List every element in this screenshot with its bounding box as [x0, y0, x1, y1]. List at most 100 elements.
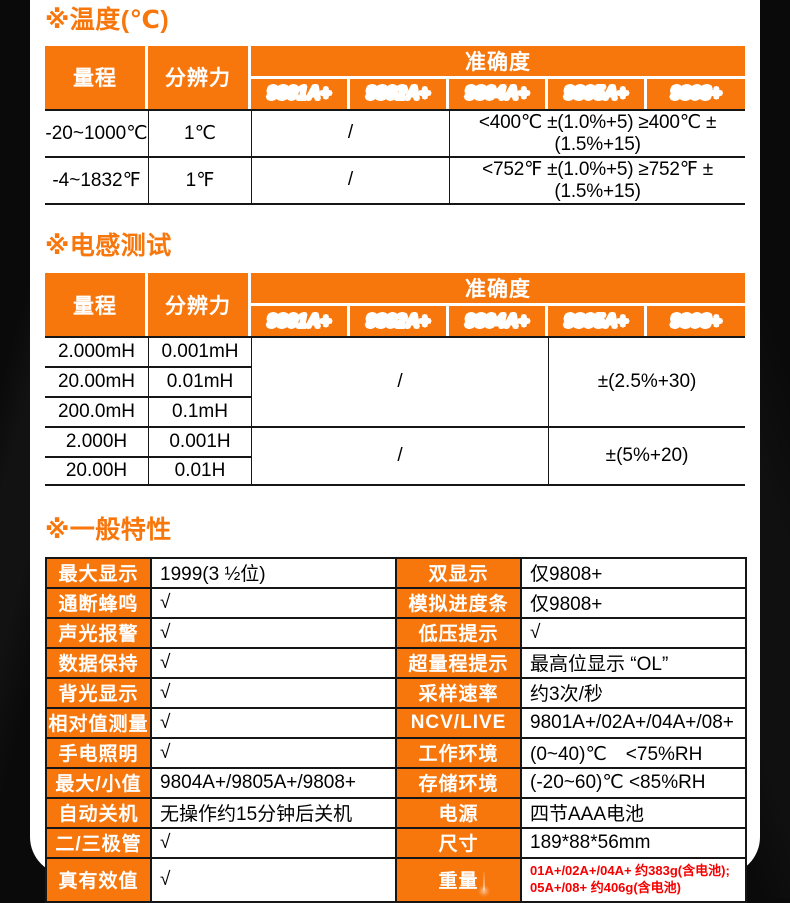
table-row: 手电照明 √ 工作环境 (0~40)℃ <75%RH [45, 736, 747, 769]
resolution-cell: 0.001H [148, 426, 251, 456]
table-row: 200.0mH 0.1mH [45, 396, 745, 426]
feature-label: 最大显示 [45, 556, 152, 589]
feature-label: 背光显示 [45, 676, 152, 709]
section-heading-inductance: ※电感测试 [45, 231, 172, 260]
range-cell: 20.00H [45, 456, 148, 486]
range-cell: 20.00mH [45, 366, 148, 396]
feature-label: 存储环境 [395, 766, 522, 799]
feature-value: 无操作约15分钟后关机 [150, 796, 397, 829]
col-header-resolution: 分辨力 [148, 45, 251, 109]
feature-label: 尺寸 [395, 826, 522, 859]
model-header-9802a: 9802A+ [350, 75, 449, 109]
feature-label: 真有效值 [45, 856, 152, 903]
decorative-light-dot [477, 885, 491, 897]
table-row: -4~1832℉ 1℉ / <752℉ ±(1.0%+5) ≥752℉ ±(1.… [45, 155, 746, 205]
col-header-accuracy: 准确度 [251, 273, 746, 303]
feature-value: 9804A+/9805A+/9808+ [150, 766, 397, 799]
weight-line-2: 05A+/08+ 约406g(含电池) [530, 879, 682, 895]
temperature-table: 量程 分辨力 准确度 9801A+ 9802A+ 9804A+ 9805A+ 9… [45, 45, 746, 205]
table-row: 声光报警 √ 低压提示 √ [45, 616, 747, 649]
feature-value: 仅9808+ [520, 556, 747, 589]
feature-label: 工作环境 [395, 736, 522, 769]
resolution-cell: 1℃ [148, 108, 251, 156]
resolution-cell: 0.01mH [148, 366, 251, 396]
table-row: 最大显示 1999(3 ½位) 双显示 仅9808+ [45, 556, 747, 589]
feature-value: √ [520, 616, 747, 649]
model-header-9804a: 9804A+ [449, 303, 548, 336]
feature-label: 二/三极管 [45, 826, 152, 859]
table-row: 真有效值 √ 重量 01A+/02A+/04A+ 约383g(含电池); 05A… [45, 856, 747, 903]
feature-value: 仅9808+ [520, 586, 747, 619]
resolution-cell: 0.01H [148, 456, 251, 486]
range-cell: -4~1832℉ [45, 155, 148, 205]
general-table: 最大显示 1999(3 ½位) 双显示 仅9808+ 通断蜂鸣 √ 模拟进度条 … [45, 556, 747, 903]
feature-label: 模拟进度条 [395, 586, 522, 619]
feature-value: √ [150, 616, 397, 649]
feature-value: (0~40)℃ <75%RH [520, 736, 747, 769]
table-row: 20.00H 0.01H [45, 456, 745, 486]
section-heading-temperature: ※温度(℃) [45, 6, 170, 34]
feature-value: √ [150, 736, 397, 769]
na-cell: / [251, 426, 548, 486]
table-row: -20~1000℃ 1℃ / <400℃ ±(1.0%+5) ≥400℃ ±(1… [45, 108, 746, 156]
feature-value: 189*88*56mm [520, 826, 747, 859]
feature-label: 相对值测量 [45, 706, 152, 739]
table-row: 背光显示 √ 采样速率 约3次/秒 [45, 676, 747, 709]
range-cell: -20~1000℃ [45, 108, 148, 156]
model-header-9801a: 9801A+ [251, 75, 350, 109]
feature-value: √ [150, 826, 397, 859]
table-row: 相对值测量 √ NCV/LIVE 9801A+/02A+/04A+/08+ [45, 706, 747, 739]
feature-label: 重量 [395, 856, 522, 903]
accuracy-cell: ±(5%+20) [548, 426, 746, 486]
model-header-9802a: 9802A+ [350, 303, 449, 336]
model-header-row: 9801A+ 9802A+ 9804A+ 9805A+ 9808+ [45, 75, 746, 109]
na-cell: / [251, 336, 548, 426]
range-cell: 2.000mH [45, 336, 148, 366]
model-header-9805a: 9805A+ [548, 303, 647, 336]
feature-value: √ [150, 856, 397, 903]
feature-value: 四节AAA电池 [520, 796, 747, 829]
feature-label: 声光报警 [45, 616, 152, 649]
model-header-9808: 9808+ [647, 303, 746, 336]
feature-value: √ [150, 676, 397, 709]
model-header-9805a: 9805A+ [548, 75, 647, 109]
decorative-light-streak [483, 872, 485, 890]
col-header-range: 量程 [45, 273, 148, 336]
col-header-range: 量程 [45, 45, 148, 109]
feature-label: 数据保持 [45, 646, 152, 679]
feature-label: 采样速率 [395, 676, 522, 709]
model-header-9801a: 9801A+ [251, 303, 350, 336]
accuracy-cell: <400℃ ±(1.0%+5) ≥400℃ ±(1.5%+15) [449, 108, 746, 156]
table-row: 自动关机 无操作约15分钟后关机 电源 四节AAA电池 [45, 796, 747, 829]
spec-card: ※温度(℃) 量程 分辨力 准确度 9801A+ 9802A+ 9804A+ 9… [30, 0, 760, 903]
model-header-row: 9801A+ 9802A+ 9804A+ 9805A+ 9808+ [45, 303, 746, 336]
feature-label: NCV/LIVE [395, 706, 522, 739]
table-row: 二/三极管 √ 尺寸 189*88*56mm [45, 826, 747, 859]
header-row: 量程 分辨力 准确度 [45, 45, 746, 109]
col-header-resolution: 分辨力 [148, 273, 251, 336]
inductance-table: 量程 分辨力 准确度 9801A+ 9802A+ 9804A+ 9805A+ 9… [45, 273, 746, 486]
resolution-cell: 0.1mH [148, 396, 251, 426]
weight-line-1: 01A+/02A+/04A+ 约383g(含电池); [530, 863, 730, 879]
feature-value: 约3次/秒 [520, 676, 747, 709]
accuracy-cell: <752℉ ±(1.0%+5) ≥752℉ ±(1.5%+15) [449, 155, 746, 205]
feature-label: 最大/小值 [45, 766, 152, 799]
table-row: 2.000H 0.001H / ±(5%+20) [45, 426, 746, 486]
feature-label: 超量程提示 [395, 646, 522, 679]
feature-value: √ [150, 586, 397, 619]
model-header-9804a: 9804A+ [449, 75, 548, 109]
feature-value: 9801A+/02A+/04A+/08+ [520, 706, 747, 739]
table-row: 2.000mH 0.001mH / ±(2.5%+30) [45, 336, 746, 426]
feature-value: 最高位显示 “OL” [520, 646, 747, 679]
table-row: 数据保持 √ 超量程提示 最高位显示 “OL” [45, 646, 747, 679]
resolution-cell: 1℉ [148, 155, 251, 205]
header-row: 量程 分辨力 准确度 [45, 273, 746, 336]
accuracy-cell: ±(2.5%+30) [548, 336, 746, 426]
feature-label: 电源 [395, 796, 522, 829]
table-row: 最大/小值 9804A+/9805A+/9808+ 存储环境 (-20~60)℃… [45, 766, 747, 799]
feature-value: √ [150, 646, 397, 679]
resolution-cell: 0.001mH [148, 336, 251, 366]
na-cell: / [251, 155, 449, 205]
section-heading-general: ※一般特性 [45, 516, 172, 544]
